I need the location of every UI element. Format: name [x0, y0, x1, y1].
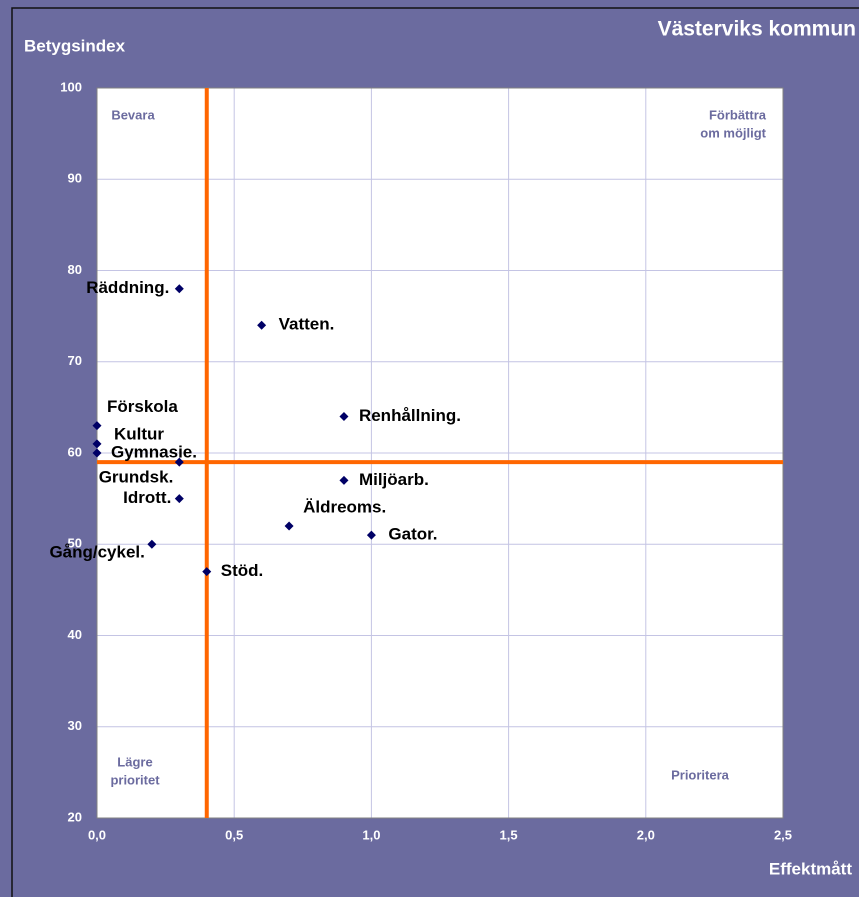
point-label: Stöd. [221, 561, 264, 580]
x-tick-label: 0,0 [88, 827, 106, 842]
y-tick-label: 60 [68, 444, 82, 459]
quadrant-label: Bevara [111, 107, 155, 122]
point [257, 320, 267, 330]
y-tick-label: 40 [68, 627, 82, 642]
point [202, 567, 212, 577]
point [366, 530, 376, 540]
quadrant-label: Förbättra [709, 107, 767, 122]
x-tick-label: 2,5 [774, 827, 792, 842]
point [92, 421, 102, 431]
point [339, 475, 349, 485]
frame [11, 7, 859, 897]
quadrant-label: om möjligt [700, 125, 766, 140]
point [174, 494, 184, 504]
x-tick-label: 1,5 [500, 827, 518, 842]
y-tick-label: 50 [68, 536, 82, 551]
point [174, 457, 184, 467]
y-tick-label: 90 [68, 171, 82, 186]
point-label: Gymnasie. [111, 442, 197, 461]
point-label: Renhållning. [359, 406, 461, 425]
point [339, 412, 349, 421]
point-label: Äldreoms. [303, 497, 386, 516]
point [92, 439, 102, 449]
point [174, 284, 184, 294]
point-label: Kultur [114, 424, 164, 443]
quadrant-label: Lägre [117, 754, 152, 769]
y-tick-label: 70 [68, 353, 82, 368]
point-label: Miljöarb. [359, 470, 429, 489]
point [147, 539, 157, 549]
y-axis-label: Betygsindex [24, 36, 126, 55]
y-tick-label: 80 [68, 262, 82, 277]
quadrant-label: Prioritera [671, 767, 730, 782]
point-label: Förskola [107, 397, 178, 416]
y-tick-label: 30 [68, 718, 82, 733]
x-axis-label: Effektmått [769, 859, 852, 878]
x-tick-label: 1,0 [362, 827, 380, 842]
y-tick-label: 100 [60, 79, 82, 94]
point-label: Vatten. [279, 315, 335, 334]
y-tick-label: 20 [68, 809, 82, 824]
point-label: Idrott. [123, 488, 171, 507]
point-label: Räddning. [86, 278, 169, 297]
point-label: Gator. [388, 525, 437, 544]
quadrant-label: prioritet [110, 772, 160, 787]
x-tick-label: 0,5 [225, 827, 243, 842]
point [92, 448, 102, 458]
point [284, 521, 294, 531]
point-label: Gång/cykel. [49, 543, 144, 562]
chart-title: Västerviks kommun [658, 18, 856, 41]
x-tick-label: 2,0 [637, 827, 655, 842]
point-label: Grundsk. [99, 468, 174, 487]
